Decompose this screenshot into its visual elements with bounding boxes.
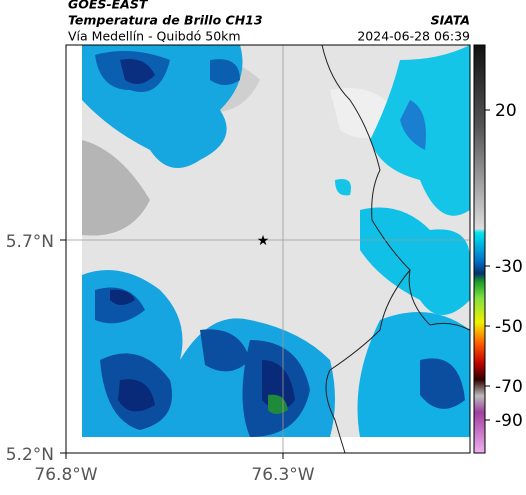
border	[321, 44, 471, 331]
colorbar-label: -30	[495, 257, 523, 277]
route: Vía Medellín - Quibdó 50km	[68, 29, 241, 44]
title: Temperatura de Brillo CH13	[68, 13, 263, 28]
datetime: 2024-06-28 06:39	[357, 29, 470, 44]
colorbar	[473, 44, 486, 454]
colorbar-label: -90	[495, 411, 523, 431]
colorbar-label: 20	[495, 101, 517, 121]
lat-label: 5.7°N	[6, 232, 54, 252]
lon-label: 76.3°W	[251, 465, 314, 485]
source: SIATA	[431, 13, 470, 28]
border	[325, 269, 411, 454]
colorbar-label: -70	[495, 377, 523, 397]
satellite: GOES-EAST	[68, 0, 149, 12]
city-marker: ★	[257, 233, 270, 249]
colorbar-ticks: 20 -30 -50 -70 -90	[485, 101, 523, 431]
lon-label: 76.8°W	[34, 465, 97, 485]
map-frame	[65, 44, 471, 454]
satellite-image	[82, 45, 470, 437]
colorbar-label: -50	[495, 317, 523, 337]
lat-label: 5.2°N	[6, 445, 54, 465]
